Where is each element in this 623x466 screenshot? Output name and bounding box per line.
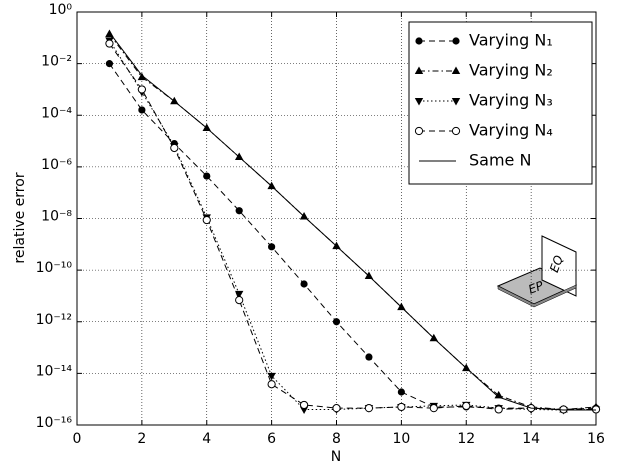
x-axis-label: N xyxy=(331,449,341,465)
marker xyxy=(234,290,244,299)
x-tick-label: 8 xyxy=(332,431,341,447)
marker xyxy=(494,390,503,399)
marker xyxy=(414,98,424,106)
marker xyxy=(591,405,601,414)
x-tick-label: 0 xyxy=(73,431,82,447)
marker xyxy=(494,405,503,414)
x-tick-label: 6 xyxy=(267,431,276,447)
y-tick-label: 10⁻¹² xyxy=(36,312,72,328)
inset-icon: EQ EP xyxy=(496,235,578,308)
marker xyxy=(397,302,406,311)
legend-label: Varying N₂ xyxy=(469,61,553,80)
marker xyxy=(452,37,460,45)
marker xyxy=(235,295,244,305)
marker xyxy=(299,400,309,410)
legend-label: Varying N₃ xyxy=(469,91,553,110)
series-line xyxy=(109,43,596,410)
marker xyxy=(451,126,461,136)
series-line xyxy=(109,32,596,411)
marker xyxy=(414,66,424,74)
marker xyxy=(429,404,438,413)
marker xyxy=(299,211,309,220)
x-tick-label: 10 xyxy=(392,431,410,447)
marker xyxy=(415,37,423,45)
plot-frame xyxy=(76,11,597,426)
marker xyxy=(451,66,461,74)
x-tick-label: 16 xyxy=(587,431,605,447)
y-axis-label: relative error xyxy=(12,172,28,263)
marker xyxy=(364,404,374,413)
y-tick-label: 10⁻¹⁰ xyxy=(36,260,73,276)
legend-label: Varying N₄ xyxy=(469,121,553,140)
x-tick-label: 14 xyxy=(522,431,540,447)
y-tick-label: 10⁻² xyxy=(41,54,72,70)
legend-box xyxy=(408,21,593,185)
marker xyxy=(203,172,211,180)
marker xyxy=(332,404,341,413)
x-tick-label: 4 xyxy=(202,431,211,447)
y-tick-label: 10⁻⁶ xyxy=(41,157,72,173)
y-tick-label: 10⁰ xyxy=(49,2,73,18)
marker xyxy=(397,402,406,412)
marker xyxy=(451,98,461,106)
marker xyxy=(332,241,341,250)
x-tick-label: 2 xyxy=(137,431,146,447)
marker xyxy=(137,85,146,94)
legend: Varying N₁ Varying N₂ Varying N₃ Varying N₄… xyxy=(408,21,593,185)
marker xyxy=(105,39,114,48)
y-tick-label: 10⁻⁴ xyxy=(41,105,72,121)
marker xyxy=(234,152,244,161)
marker xyxy=(235,207,243,215)
y-tick-label: 10⁻⁸ xyxy=(41,209,72,225)
marker xyxy=(429,333,439,342)
marker xyxy=(267,372,276,381)
marker xyxy=(202,215,211,225)
marker xyxy=(202,123,211,132)
marker xyxy=(170,143,179,153)
y-tick-label: 10⁻¹⁶ xyxy=(36,415,73,431)
marker xyxy=(414,126,424,136)
marker xyxy=(397,388,405,396)
marker xyxy=(137,72,147,81)
marker xyxy=(332,318,341,326)
marker xyxy=(268,243,276,251)
marker xyxy=(462,401,471,410)
marker xyxy=(138,106,146,114)
x-tick-label: 12 xyxy=(457,431,475,447)
legend-label: Same N xyxy=(469,151,531,170)
inset-label: EQ xyxy=(547,253,566,274)
marker xyxy=(267,181,276,190)
marker xyxy=(300,280,308,288)
y-tick-label: 10⁻¹⁴ xyxy=(36,363,73,379)
marker xyxy=(365,353,373,361)
marker xyxy=(105,60,114,68)
marker xyxy=(462,363,471,372)
series-line xyxy=(109,40,597,411)
marker xyxy=(267,380,276,389)
legend-label: Varying N₁ xyxy=(469,31,553,50)
marker xyxy=(364,271,374,280)
